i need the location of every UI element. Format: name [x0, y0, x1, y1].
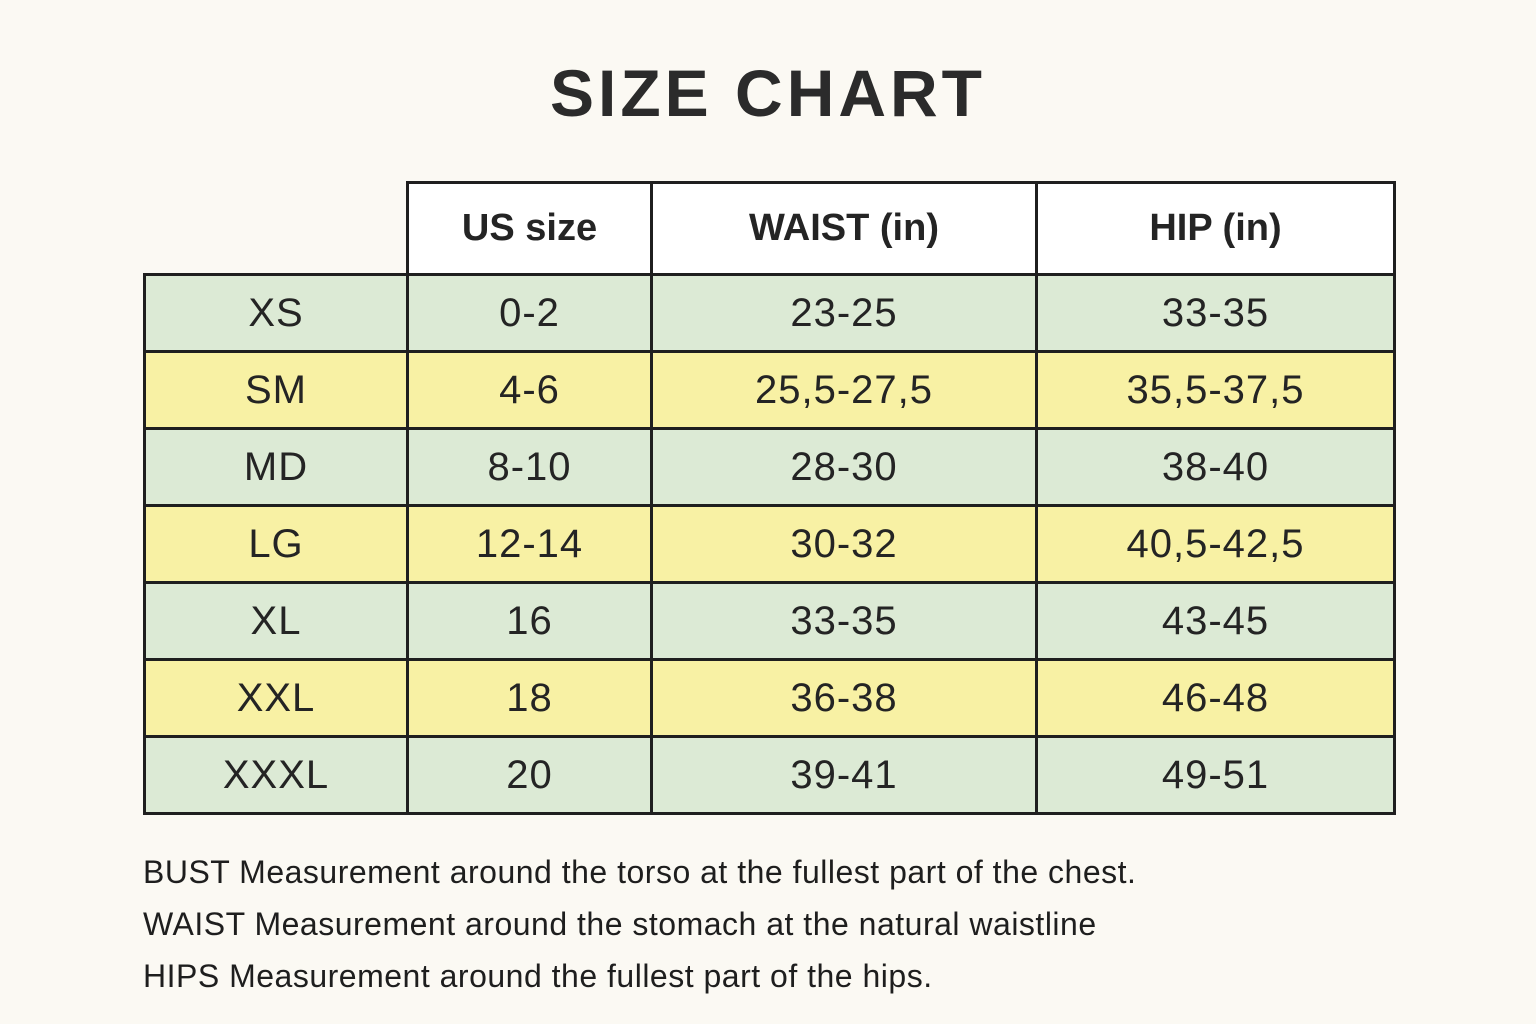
us-size-value: 20	[406, 735, 653, 815]
table-row-xxxl: XXXL 20 39-41 49-51	[143, 735, 1396, 815]
waist-value: 39-41	[650, 735, 1038, 815]
size-chart-table: US size WAIST (in) HIP (in) XS 0-2 23-25…	[143, 181, 1396, 815]
table-row-xs: XS 0-2 23-25 33-35	[143, 273, 1396, 353]
size-label: XXL	[143, 658, 409, 738]
waist-value: 23-25	[650, 273, 1038, 353]
size-label: MD	[143, 427, 409, 507]
col-header-waist: WAIST (in)	[650, 181, 1038, 276]
table-row-md: MD 8-10 28-30 38-40	[143, 427, 1396, 507]
hip-value: 40,5-42,5	[1035, 504, 1396, 584]
waist-value: 30-32	[650, 504, 1038, 584]
size-label: XS	[143, 273, 409, 353]
size-label: XXXL	[143, 735, 409, 815]
us-size-value: 12-14	[406, 504, 653, 584]
size-label: XL	[143, 581, 409, 661]
note-hips: HIPS Measurement around the fullest part…	[143, 958, 933, 994]
waist-value: 25,5-27,5	[650, 350, 1038, 430]
note-waist: WAIST Measurement around the stomach at …	[143, 906, 1097, 942]
us-size-value: 16	[406, 581, 653, 661]
us-size-value: 18	[406, 658, 653, 738]
header-row: US size WAIST (in) HIP (in)	[145, 181, 1396, 276]
hip-value: 49-51	[1035, 735, 1396, 815]
hip-value: 35,5-37,5	[1035, 350, 1396, 430]
col-header-us-size: US size	[406, 181, 653, 276]
us-size-value: 4-6	[406, 350, 653, 430]
hip-value: 38-40	[1035, 427, 1396, 507]
hip-value: 46-48	[1035, 658, 1396, 738]
corner-cell	[145, 183, 408, 275]
size-label: LG	[143, 504, 409, 584]
measurement-notes: BUST Measurement around the torso at the…	[143, 846, 1443, 1002]
waist-value: 28-30	[650, 427, 1038, 507]
table-row-sm: SM 4-6 25,5-27,5 35,5-37,5	[143, 350, 1396, 430]
table-row-xl: XL 16 33-35 43-45	[143, 581, 1396, 661]
hip-value: 33-35	[1035, 273, 1396, 353]
note-bust: BUST Measurement around the torso at the…	[143, 854, 1137, 890]
page-title: SIZE CHART	[550, 56, 986, 130]
table-row-xxl: XXL 18 36-38 46-48	[143, 658, 1396, 738]
us-size-value: 8-10	[406, 427, 653, 507]
us-size-value: 0-2	[406, 273, 653, 353]
waist-value: 36-38	[650, 658, 1038, 738]
table-row-lg: LG 12-14 30-32 40,5-42,5	[143, 504, 1396, 584]
hip-value: 43-45	[1035, 581, 1396, 661]
col-header-hip: HIP (in)	[1035, 181, 1396, 276]
waist-value: 33-35	[650, 581, 1038, 661]
size-label: SM	[143, 350, 409, 430]
